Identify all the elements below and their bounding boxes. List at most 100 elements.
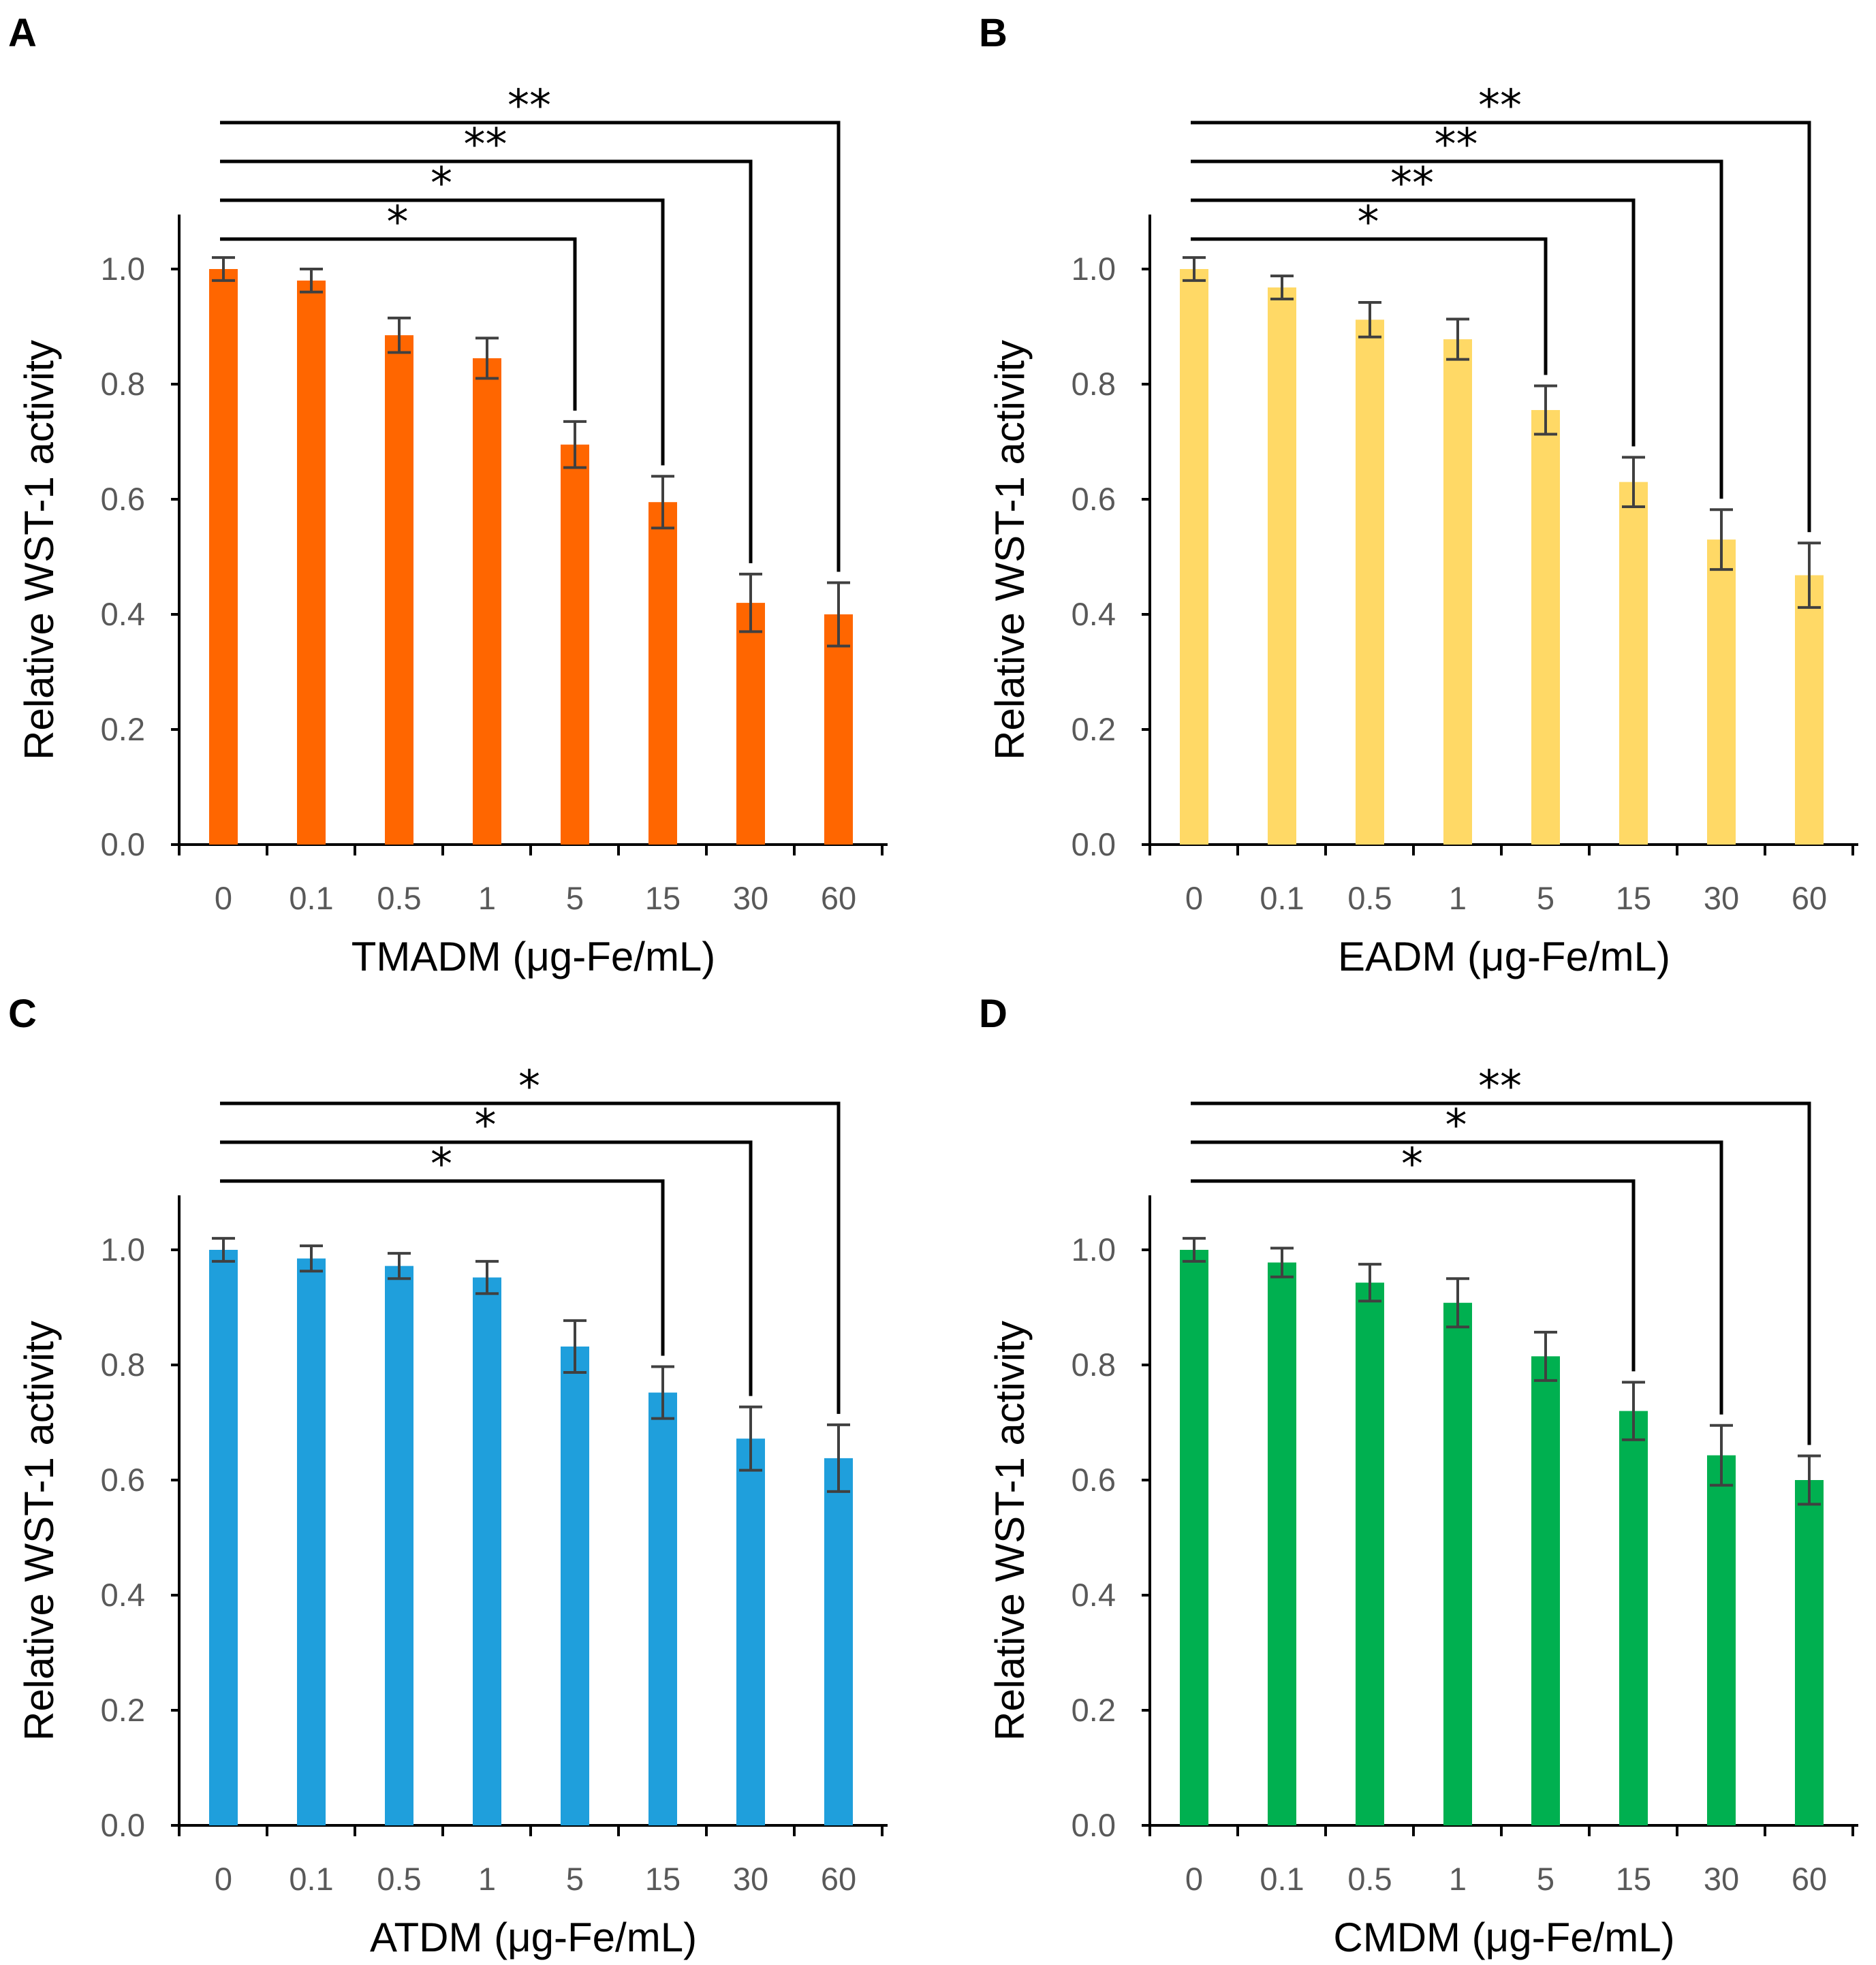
y-tick-label: 1.0	[101, 251, 145, 287]
significance-bracket	[220, 1101, 841, 1414]
y-tick-label: 0.4	[1072, 1577, 1116, 1613]
y-tick-label: 0.2	[101, 711, 145, 747]
bar	[1619, 1411, 1648, 1825]
significance-bracket	[1191, 1179, 1636, 1372]
x-tick-label: 0.1	[1260, 1861, 1304, 1897]
bar	[648, 502, 677, 845]
significance-bracket	[1191, 1101, 1811, 1445]
x-tick-label: 1	[1449, 1861, 1467, 1897]
bar	[1180, 1250, 1208, 1825]
y-tick-label: 1.0	[1072, 251, 1116, 287]
error-bar	[563, 1319, 587, 1374]
significance-label: **	[507, 81, 551, 131]
significance-bracket	[1191, 237, 1548, 375]
y-tick-label: 1.0	[101, 1231, 145, 1268]
error-bar	[1798, 1454, 1821, 1506]
bar	[1707, 1455, 1736, 1825]
bar	[1795, 575, 1824, 845]
y-axis-title: Relative WST-1 activity	[987, 340, 1033, 760]
y-tick-label: 0.0	[101, 826, 145, 862]
y-tick-label: 0.4	[101, 596, 145, 632]
error-bar	[212, 1237, 235, 1263]
x-tick-label: 5	[566, 880, 584, 916]
error-bar	[1622, 456, 1645, 508]
y-tick-label: 0.0	[1072, 1807, 1116, 1843]
significance-label: *	[475, 1101, 497, 1151]
significance-label: **	[1478, 81, 1522, 131]
error-bar	[827, 1423, 850, 1493]
error-bar	[827, 581, 850, 648]
error-bar	[388, 1252, 411, 1280]
y-axis-title: Relative WST-1 activity	[16, 1321, 62, 1741]
chart-panel-a: A0.00.20.40.60.81.00 0.1 0.5 1 5 15 30 60TMADM …	[8, 11, 888, 979]
bar	[736, 603, 765, 845]
x-tick-label: 30	[1704, 880, 1739, 916]
x-tick-label: 60	[1792, 880, 1827, 916]
error-bar	[1710, 1424, 1733, 1487]
y-tick-label: 0.8	[101, 366, 145, 402]
y-tick-label: 0.8	[1072, 366, 1116, 402]
x-tick-label: 5	[566, 1861, 584, 1897]
bar	[473, 1277, 501, 1825]
bar	[209, 269, 238, 845]
bar	[1268, 287, 1296, 845]
error-bar	[1358, 301, 1381, 339]
x-tick-label: 15	[1616, 1861, 1651, 1897]
bar	[1443, 339, 1472, 845]
bar	[1268, 1262, 1296, 1825]
x-tick-label: 0.1	[289, 880, 333, 916]
x-tick-label: 0.5	[1347, 1861, 1392, 1897]
y-tick-label: 0.6	[1072, 481, 1116, 517]
x-tick-label: 0.5	[377, 1861, 421, 1897]
x-tick-label: 30	[733, 880, 768, 916]
x-tick-label: 0	[215, 1861, 232, 1897]
x-tick-label: 0.1	[1260, 880, 1304, 916]
x-tick-label: 0.5	[377, 880, 421, 916]
x-tick-label: 0	[215, 880, 232, 916]
error-bar	[1710, 508, 1733, 571]
error-bar	[739, 572, 762, 633]
error-bar	[1270, 274, 1294, 300]
x-tick-label: 1	[478, 880, 496, 916]
significance-bracket	[1191, 159, 1723, 499]
x-tick-label: 30	[1704, 1861, 1739, 1897]
bar	[385, 1266, 413, 1825]
significance-label: *	[518, 1062, 540, 1112]
bar	[824, 1458, 853, 1825]
y-tick-label: 0.2	[1072, 1692, 1116, 1728]
error-bar	[1183, 256, 1206, 282]
error-bar	[475, 1259, 499, 1295]
bar	[473, 358, 501, 845]
significance-bracket	[220, 1179, 665, 1356]
x-tick-label: 15	[1616, 880, 1651, 916]
x-tick-label: 5	[1537, 1861, 1554, 1897]
significance-label: **	[1478, 1062, 1522, 1112]
bar	[1180, 269, 1208, 845]
bar	[1356, 319, 1384, 845]
significance-label: *	[1401, 1139, 1423, 1190]
bar	[736, 1439, 765, 1825]
error-bar	[212, 256, 235, 282]
error-bar	[1534, 1330, 1557, 1382]
error-bar	[1446, 1277, 1469, 1329]
error-bar	[1622, 1381, 1645, 1441]
bar	[1619, 482, 1648, 845]
y-tick-label: 0.6	[101, 1462, 145, 1498]
y-tick-label: 0.2	[101, 1692, 145, 1728]
y-axis-title: Relative WST-1 activity	[987, 1321, 1033, 1741]
panel-letter: D	[979, 992, 1007, 1036]
error-bar	[1798, 541, 1821, 609]
x-tick-label: 30	[733, 1861, 768, 1897]
y-tick-label: 1.0	[1072, 1231, 1116, 1268]
significance-label: *	[387, 198, 409, 248]
y-tick-label: 0.4	[101, 1577, 145, 1613]
bar	[1356, 1283, 1384, 1825]
x-tick-label: 15	[645, 880, 681, 916]
panel-letter: C	[8, 992, 37, 1036]
significance-label: *	[1445, 1101, 1467, 1151]
significance-bracket	[1191, 198, 1636, 447]
error-bar	[1270, 1246, 1294, 1278]
